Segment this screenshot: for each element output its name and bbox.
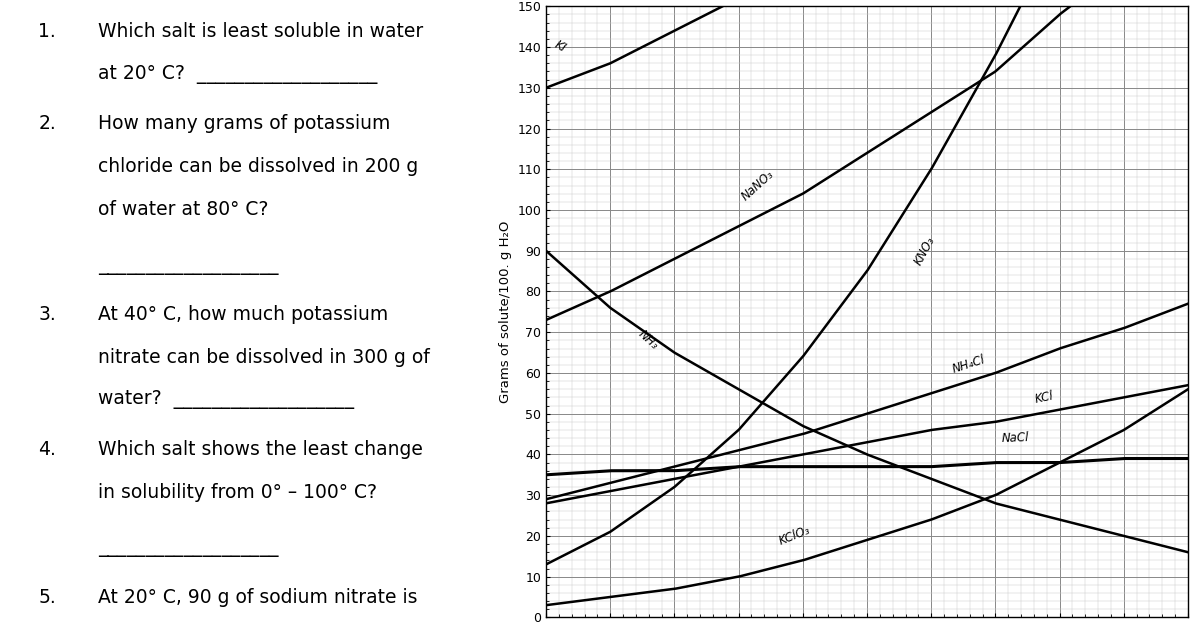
- Text: KI: KI: [552, 38, 569, 55]
- Text: At 20° C, 90 g of sodium nitrate is: At 20° C, 90 g of sodium nitrate is: [98, 588, 418, 607]
- Text: 5.: 5.: [38, 588, 56, 607]
- Text: 2.: 2.: [38, 114, 56, 133]
- Text: Which salt is least soluble in water: Which salt is least soluble in water: [98, 22, 424, 41]
- Text: nitrate can be dissolved in 300 g of: nitrate can be dissolved in 300 g of: [98, 348, 430, 367]
- Text: NH₄Cl: NH₄Cl: [950, 353, 986, 376]
- Text: At 40° C, how much potassium: At 40° C, how much potassium: [98, 305, 389, 324]
- Text: of water at 80° C?: of water at 80° C?: [98, 200, 269, 219]
- Text: ___________________: ___________________: [98, 256, 278, 275]
- Text: 4.: 4.: [38, 440, 56, 459]
- Text: KClO₃: KClO₃: [778, 524, 812, 548]
- Text: NaNO₃: NaNO₃: [739, 168, 776, 203]
- Text: KNO₃: KNO₃: [912, 234, 937, 267]
- Y-axis label: Grams of solute/100. g H₂O: Grams of solute/100. g H₂O: [499, 220, 511, 403]
- Text: at 20° C?  ___________________: at 20° C? ___________________: [98, 65, 378, 84]
- Text: chloride can be dissolved in 200 g: chloride can be dissolved in 200 g: [98, 157, 419, 176]
- Text: 1.: 1.: [38, 22, 56, 41]
- Text: water?  ___________________: water? ___________________: [98, 391, 354, 410]
- Text: in solubility from 0° – 100° C?: in solubility from 0° – 100° C?: [98, 483, 377, 501]
- Text: Which salt shows the least change: Which salt shows the least change: [98, 440, 424, 459]
- Text: NH₃: NH₃: [636, 328, 661, 353]
- Text: KCl: KCl: [1034, 389, 1055, 406]
- Text: ___________________: ___________________: [98, 538, 278, 558]
- Text: NaCl: NaCl: [1002, 431, 1030, 445]
- Text: How many grams of potassium: How many grams of potassium: [98, 114, 391, 133]
- Text: 3.: 3.: [38, 305, 56, 324]
